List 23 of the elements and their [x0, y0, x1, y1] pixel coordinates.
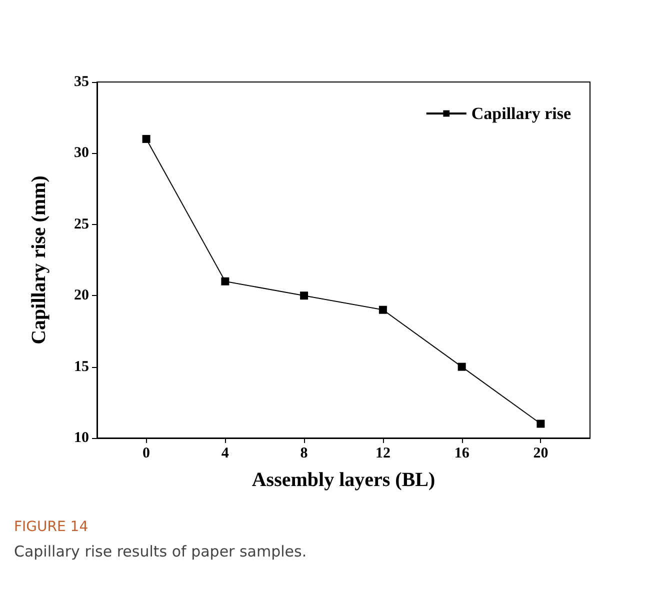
y-tick-label: 30: [74, 145, 89, 162]
x-tick-label: 12: [375, 446, 390, 462]
y-tick-label: 25: [74, 216, 89, 232]
y-tick-label: 35: [74, 74, 89, 90]
caption: FIGURE 14: [14, 519, 88, 535]
point: [300, 292, 308, 300]
y-tick-label: 15: [74, 358, 89, 375]
point: [378, 306, 387, 314]
point: [142, 134, 150, 143]
y-tick-label: 20: [74, 288, 89, 304]
x-tick-label: 0: [142, 446, 150, 462]
x-tick-label: 16: [454, 446, 470, 462]
x-axis-title: Assembly layers (BL): [252, 469, 436, 491]
point: [536, 420, 545, 428]
point: [221, 277, 230, 286]
point: [458, 362, 466, 371]
x-tick-label: 20: [533, 446, 548, 462]
y-axis-title: Capillary rise (mm): [28, 176, 50, 344]
text: Capillary rise results of paper samples.: [14, 542, 307, 560]
x-tick-label: 4: [221, 446, 230, 462]
legend-label: Capillary rise: [471, 104, 572, 123]
y-tick-label: 10: [74, 430, 89, 446]
x-tick-label: 8: [300, 446, 308, 462]
